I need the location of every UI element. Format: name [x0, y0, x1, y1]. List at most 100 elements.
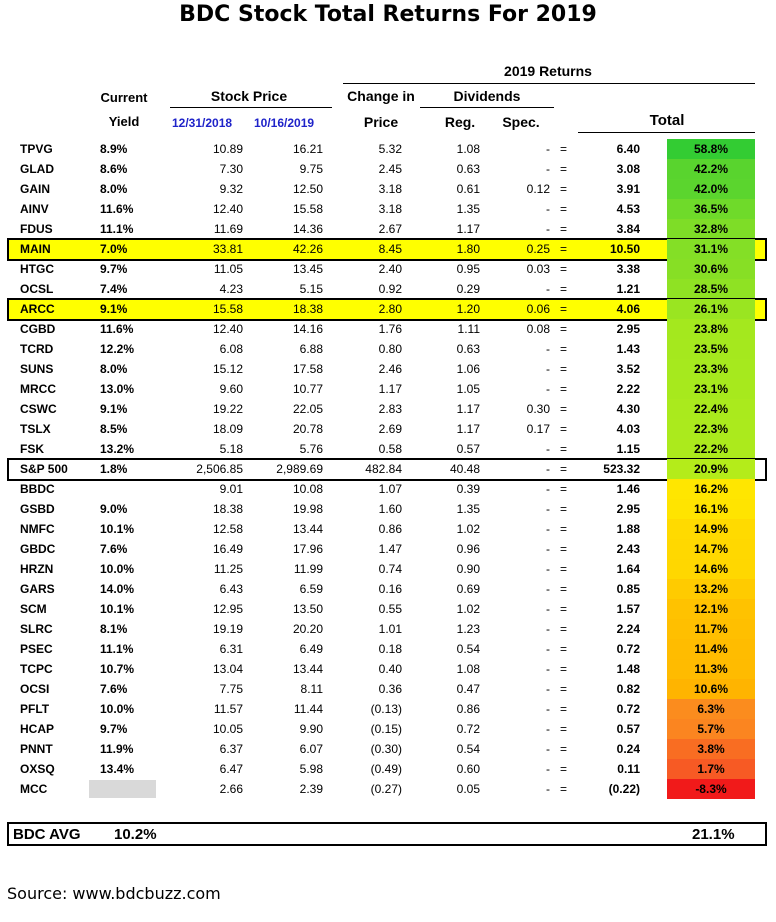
cell-equals-sign: =: [560, 542, 568, 556]
cell-price-2018: 11.05: [213, 262, 243, 276]
cell-equals-sign: =: [560, 462, 568, 476]
cell-regular-dividend: 1.08: [456, 662, 480, 676]
cell-yield: 10.0%: [100, 562, 135, 576]
table-row: PSEC 11.1% 6.31 6.49 0.18 0.54 - = 0.72 11.4%: [0, 639, 776, 659]
cell-price-2018: 18.09: [212, 422, 243, 436]
cell-ticker: TPVG: [20, 142, 53, 156]
table-row: TSLX 8.5% 18.09 20.78 2.69 1.17 0.17 = 4.03 22.3%: [0, 419, 776, 439]
cell-price-2019: 20.78: [292, 422, 323, 436]
cell-total-return: 5.7%: [667, 719, 755, 739]
header-underline-returns: [343, 83, 755, 84]
cell-equals-sign: =: [560, 682, 568, 696]
cell-dollar-return: 1.46: [616, 482, 640, 496]
cell-equals-sign: =: [560, 402, 568, 416]
cell-regular-dividend: 0.29: [456, 282, 480, 296]
cell-special-dividend: -: [546, 602, 550, 616]
cell-price-2019: 15.58: [292, 202, 323, 216]
cell-regular-dividend: 1.35: [456, 502, 480, 516]
cell-yield: 7.6%: [100, 682, 128, 696]
cell-regular-dividend: 1.17: [456, 222, 480, 236]
cell-equals-sign: =: [560, 562, 568, 576]
benchmark-box: [7, 458, 767, 481]
table-row: TPVG 8.9% 10.89 16.21 5.32 1.08 - = 6.40 58.8%: [0, 139, 776, 159]
cell-ticker: GLAD: [20, 162, 54, 176]
cell-yield: 9.1%: [100, 402, 128, 416]
cell-price-change: 482.84: [365, 462, 402, 476]
cell-price-change: 0.55: [378, 602, 402, 616]
cell-special-dividend: 0.12: [526, 182, 550, 196]
table-row: TCPC 10.7% 13.04 13.44 0.40 1.08 - = 1.48 11.3%: [0, 659, 776, 679]
table-row: MAIN 7.0% 33.81 42.26 8.45 1.80 0.25 = 10.50 31.1…: [0, 238, 776, 261]
cell-equals-sign: =: [560, 502, 568, 516]
cell-ticker: OCSL: [20, 282, 54, 296]
cell-dollar-return: (0.22): [608, 782, 640, 796]
table-row: ARCC 9.1% 15.58 18.38 2.80 1.20 0.06 = 4.06 26.1%: [0, 298, 776, 321]
cell-equals-sign: =: [560, 202, 568, 216]
cell-price-2019: 13.44: [292, 522, 323, 536]
cell-price-change: 2.40: [378, 262, 402, 276]
table-row: HRZN 10.0% 11.25 11.99 0.74 0.90 - = 1.64 14.6%: [0, 559, 776, 579]
cell-special-dividend: 0.03: [526, 262, 550, 276]
cell-price-2019: 12.50: [292, 182, 323, 196]
table-row: OCSI 7.6% 7.75 8.11 0.36 0.47 - = 0.82 10.6%: [0, 679, 776, 699]
cell-yield: 9.7%: [100, 722, 128, 736]
cell-ticker: HRZN: [20, 562, 54, 576]
cell-yield: 7.4%: [100, 282, 128, 296]
cell-special-dividend: -: [546, 762, 550, 776]
cell-ticker: PNNT: [20, 742, 53, 756]
cell-equals-sign: =: [560, 582, 568, 596]
cell-ticker: PFLT: [20, 702, 50, 716]
cell-ticker: PSEC: [20, 642, 53, 656]
cell-equals-sign: =: [560, 622, 568, 636]
cell-price-2019: 8.11: [300, 682, 323, 696]
cell-price-2019: 18.38: [292, 302, 323, 316]
cell-dollar-return: 0.11: [617, 762, 640, 776]
table-row: GAIN 8.0% 9.32 12.50 3.18 0.61 0.12 = 3.91 42.0%: [0, 179, 776, 199]
cell-yield: 10.1%: [100, 522, 135, 536]
cell-dollar-return: 0.72: [616, 702, 640, 716]
cell-dollar-return: 3.84: [616, 222, 640, 236]
cell-equals-sign: =: [560, 262, 568, 276]
cell-price-change: 1.07: [378, 482, 402, 496]
cell-equals-sign: =: [560, 522, 568, 536]
cell-equals-sign: =: [560, 642, 568, 656]
cell-dollar-return: 4.06: [616, 302, 640, 316]
cell-special-dividend: -: [546, 522, 550, 536]
cell-price-change: 2.45: [378, 162, 402, 176]
cell-regular-dividend: 1.02: [456, 602, 480, 616]
table-row: FDUS 11.1% 11.69 14.36 2.67 1.17 - = 3.84 32.8%: [0, 219, 776, 239]
cell-ticker: GAIN: [20, 182, 50, 196]
cell-yield: 11.1%: [100, 642, 134, 656]
cell-regular-dividend: 1.23: [456, 622, 480, 636]
cell-price-2019: 9.75: [299, 162, 323, 176]
cell-ticker: MRCC: [20, 382, 56, 396]
cell-total-return: 14.6%: [667, 559, 755, 579]
cell-total-return: 14.9%: [667, 519, 755, 539]
table-row: CGBD 11.6% 12.40 14.16 1.76 1.11 0.08 = 2.95 23.8…: [0, 319, 776, 339]
cell-dollar-return: 1.15: [616, 442, 640, 456]
cell-price-2018: 2,506.85: [196, 462, 243, 476]
cell-special-dividend: 0.17: [526, 422, 550, 436]
cell-price-2019: 6.07: [299, 742, 323, 756]
cell-price-change: 2.83: [378, 402, 402, 416]
cell-ticker: NMFC: [20, 522, 55, 536]
cell-ticker: MAIN: [20, 242, 51, 256]
cell-price-2019: 20.20: [292, 622, 323, 636]
cell-special-dividend: -: [546, 442, 550, 456]
cell-price-2019: 13.50: [292, 602, 323, 616]
table-row: TCRD 12.2% 6.08 6.88 0.80 0.63 - = 1.43 23.5%: [0, 339, 776, 359]
cell-yield: 11.6%: [100, 202, 134, 216]
cell-yield: 12.2%: [100, 342, 135, 356]
cell-ticker: HCAP: [20, 722, 55, 736]
cell-special-dividend: -: [546, 642, 550, 656]
cell-price-2018: 6.31: [219, 642, 243, 656]
cell-dollar-return: 2.95: [616, 502, 640, 516]
cell-price-change: (0.27): [370, 782, 402, 796]
cell-price-2019: 16.21: [292, 142, 323, 156]
cell-special-dividend: -: [546, 702, 550, 716]
cell-price-change: 1.17: [378, 382, 402, 396]
avg-yield: 10.2%: [114, 826, 157, 843]
cell-dollar-return: 3.52: [616, 362, 640, 376]
cell-price-2019: 9.90: [299, 722, 323, 736]
cell-equals-sign: =: [560, 742, 568, 756]
